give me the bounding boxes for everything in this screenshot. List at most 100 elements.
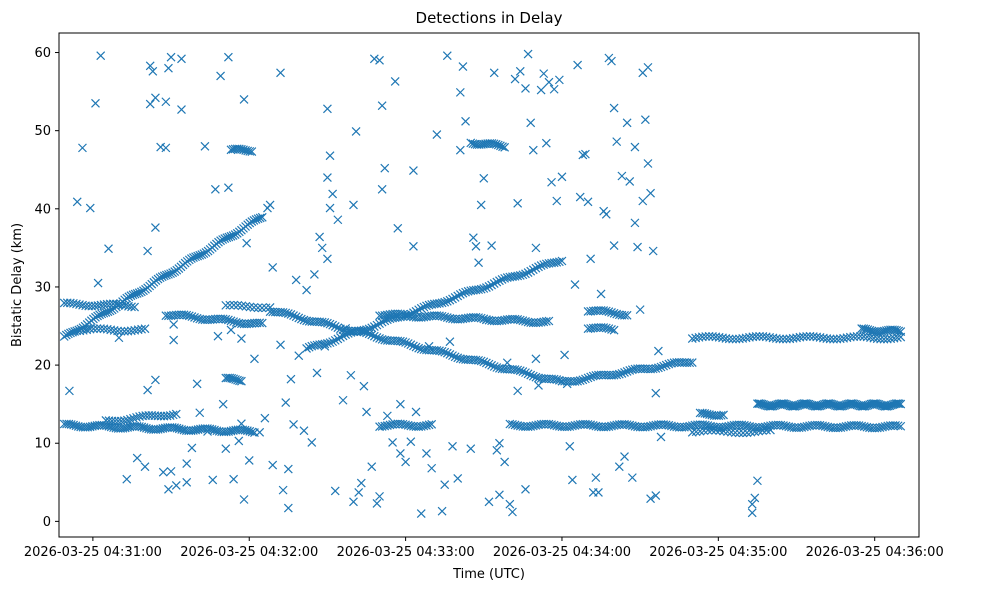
data-point	[748, 332, 758, 342]
data-point	[547, 420, 556, 430]
data-point	[416, 344, 426, 354]
data-point	[699, 426, 709, 436]
data-point	[573, 60, 583, 70]
data-point	[487, 241, 497, 250]
data-point	[230, 230, 240, 239]
data-point	[612, 137, 622, 147]
data-point	[440, 347, 450, 357]
data-point	[521, 368, 530, 378]
data-point	[687, 358, 697, 367]
data-point	[580, 374, 590, 384]
data-point	[184, 311, 194, 321]
data-point	[171, 409, 181, 419]
data-point	[226, 325, 236, 335]
data-point	[129, 413, 138, 423]
data-point	[583, 419, 593, 429]
y-tick-label: 20	[34, 359, 51, 374]
data-point	[291, 312, 301, 322]
data-point	[281, 308, 291, 318]
data-point	[815, 420, 825, 430]
data-point	[260, 413, 270, 423]
data-point	[114, 333, 124, 343]
data-point	[599, 306, 609, 315]
data-point	[291, 275, 301, 285]
data-point	[408, 166, 418, 175]
data-point	[578, 150, 588, 160]
data-point	[216, 71, 226, 81]
data-point	[661, 360, 671, 370]
data-point	[455, 87, 465, 97]
data-point	[515, 66, 525, 76]
x-tick-label: 2026-03-25 04:32:00	[180, 545, 318, 560]
data-point	[479, 173, 489, 183]
data-point	[494, 490, 504, 500]
data-point	[458, 62, 468, 72]
data-point	[508, 419, 517, 429]
data-point	[245, 146, 255, 156]
data-point	[150, 93, 160, 103]
data-point	[192, 379, 202, 389]
data-point	[648, 246, 658, 256]
data-point	[416, 509, 426, 518]
data-point	[528, 371, 538, 381]
data-point	[408, 341, 418, 351]
data-point	[137, 324, 146, 334]
data-point	[312, 368, 322, 378]
data-point	[187, 443, 197, 453]
data-point	[739, 420, 749, 430]
data-point	[359, 381, 369, 391]
data-point	[320, 318, 330, 327]
data-point	[738, 428, 748, 438]
data-point	[531, 263, 541, 273]
data-point	[818, 421, 828, 431]
data-point	[894, 326, 904, 336]
data-point	[862, 401, 871, 411]
data-point	[716, 410, 726, 420]
data-point	[487, 360, 497, 370]
chart-title: Detections in Delay	[416, 9, 563, 27]
data-point	[852, 331, 862, 341]
data-point	[166, 52, 176, 62]
data-point	[620, 368, 629, 377]
data-point	[601, 323, 611, 333]
data-point	[697, 332, 707, 342]
data-point	[325, 338, 335, 348]
data-point	[177, 54, 186, 64]
data-point	[701, 332, 711, 341]
data-point	[528, 421, 538, 431]
data-point	[395, 399, 405, 409]
data-point	[315, 232, 325, 242]
data-point	[72, 197, 82, 207]
data-point	[307, 341, 317, 351]
data-point	[560, 350, 570, 360]
data-point	[218, 314, 228, 324]
data-point	[700, 420, 710, 430]
data-point	[182, 477, 192, 487]
data-point	[557, 172, 567, 182]
data-point	[531, 372, 541, 382]
data-point	[343, 329, 353, 338]
data-point	[233, 300, 243, 310]
data-point	[612, 309, 622, 319]
data-point	[257, 318, 267, 328]
data-point	[234, 436, 244, 446]
data-point	[450, 292, 460, 302]
data-point	[711, 425, 721, 435]
data-point	[325, 319, 335, 329]
data-point	[375, 491, 384, 501]
data-point	[489, 68, 499, 78]
data-point	[346, 328, 356, 337]
data-point	[521, 84, 530, 93]
data-point	[685, 421, 695, 431]
data-point	[414, 305, 424, 315]
data-point	[244, 455, 254, 465]
x-axis-label: Time (UTC)	[452, 567, 525, 582]
data-point	[607, 308, 616, 317]
data-point	[607, 324, 616, 334]
data-point	[646, 421, 656, 431]
data-point	[750, 493, 760, 503]
data-point	[130, 302, 140, 312]
data-point	[746, 427, 756, 437]
data-point	[893, 421, 903, 431]
data-point	[406, 340, 416, 350]
